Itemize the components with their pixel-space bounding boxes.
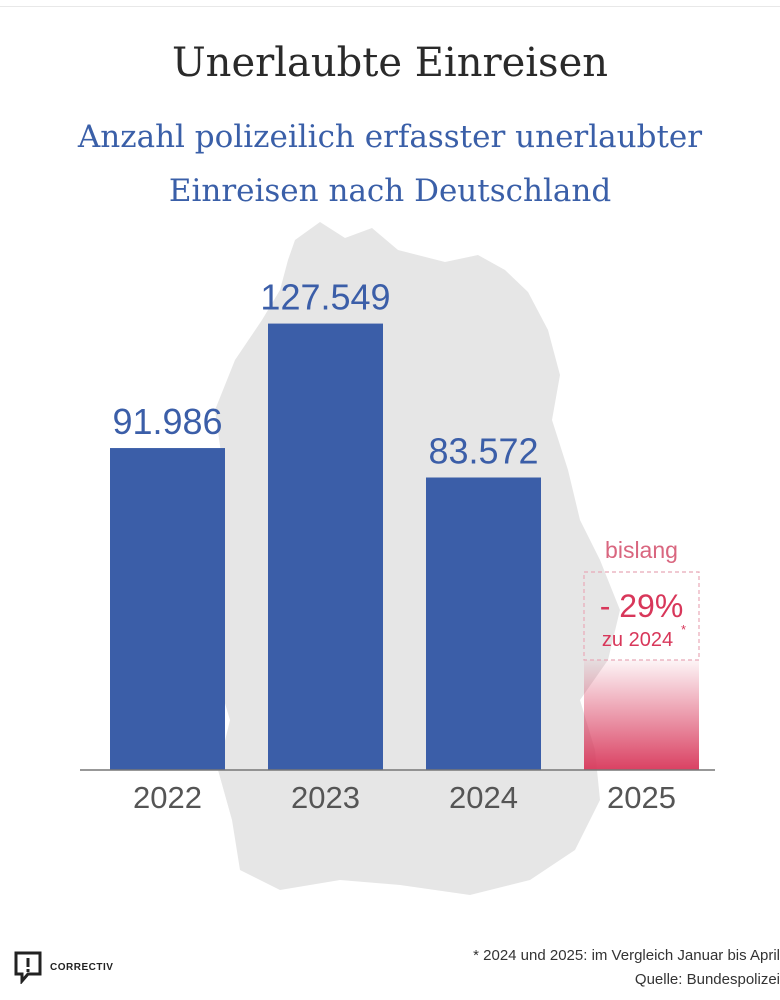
value-label-2022: 91.986 — [112, 401, 222, 442]
x-tick-label-2023: 2023 — [291, 780, 360, 815]
annotation-footnote-mark: * — [681, 622, 686, 637]
footnote: * 2024 und 2025: im Vergleich Januar bis… — [320, 944, 780, 992]
annotation-bislang: bislang — [605, 537, 678, 563]
page-subtitle: Anzahl polizeilich erfasster unerlaubter… — [40, 110, 740, 218]
bar-2024 — [426, 477, 541, 770]
bar-2023 — [268, 323, 383, 770]
x-tick-label-2025: 2025 — [607, 780, 676, 815]
value-label-2023: 127.549 — [260, 277, 390, 318]
x-tick-label-2024: 2024 — [449, 780, 518, 815]
subtitle-line-2: Einreisen nach Deutschland — [168, 173, 612, 209]
correctiv-logo: CORRECTIV — [12, 950, 113, 984]
logo-wordmark: CORRECTIV — [50, 961, 114, 973]
bar-2025-gradient — [584, 660, 699, 770]
page-title: Unerlaubte Einreisen — [171, 40, 609, 86]
value-label-2024: 83.572 — [428, 430, 538, 471]
annotation-compare: zu 2024 — [602, 629, 673, 651]
top-divider — [0, 6, 780, 7]
germany-map-silhouette — [200, 222, 620, 895]
subtitle-line-1: Anzahl polizeilich erfasster unerlaubter — [77, 119, 703, 155]
x-tick-label-2022: 2022 — [133, 780, 202, 815]
annotation-change: - 29% — [600, 588, 684, 624]
footnote-text: * 2024 und 2025: im Vergleich Januar bis… — [473, 947, 780, 964]
bar-2022 — [110, 448, 225, 770]
source-text: Quelle: Bundespolizei — [634, 971, 780, 988]
correctiv-logo-icon — [14, 951, 42, 984]
annotation-box-2025 — [583, 571, 700, 661]
